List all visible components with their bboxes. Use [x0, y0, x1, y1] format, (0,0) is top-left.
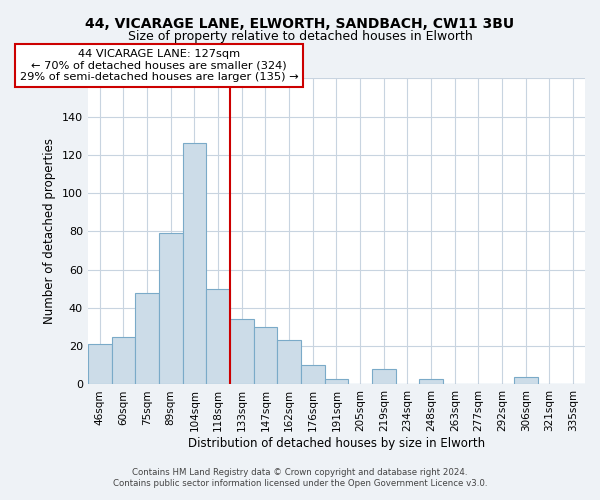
Bar: [277, 340, 301, 384]
Bar: [112, 336, 135, 384]
Text: Size of property relative to detached houses in Elworth: Size of property relative to detached ho…: [128, 30, 472, 43]
Bar: [182, 144, 206, 384]
X-axis label: Distribution of detached houses by size in Elworth: Distribution of detached houses by size …: [188, 437, 485, 450]
Bar: [159, 234, 182, 384]
Bar: [514, 377, 538, 384]
Text: 44, VICARAGE LANE, ELWORTH, SANDBACH, CW11 3BU: 44, VICARAGE LANE, ELWORTH, SANDBACH, CW…: [85, 18, 515, 32]
Bar: [135, 292, 159, 384]
Bar: [301, 366, 325, 384]
Bar: [206, 289, 230, 384]
Bar: [88, 344, 112, 385]
Bar: [230, 320, 254, 384]
Bar: [419, 378, 443, 384]
Text: 44 VICARAGE LANE: 127sqm
← 70% of detached houses are smaller (324)
29% of semi-: 44 VICARAGE LANE: 127sqm ← 70% of detach…: [20, 49, 298, 82]
Bar: [254, 327, 277, 384]
Y-axis label: Number of detached properties: Number of detached properties: [43, 138, 56, 324]
Bar: [372, 369, 395, 384]
Bar: [325, 378, 348, 384]
Text: Contains HM Land Registry data © Crown copyright and database right 2024.
Contai: Contains HM Land Registry data © Crown c…: [113, 468, 487, 487]
